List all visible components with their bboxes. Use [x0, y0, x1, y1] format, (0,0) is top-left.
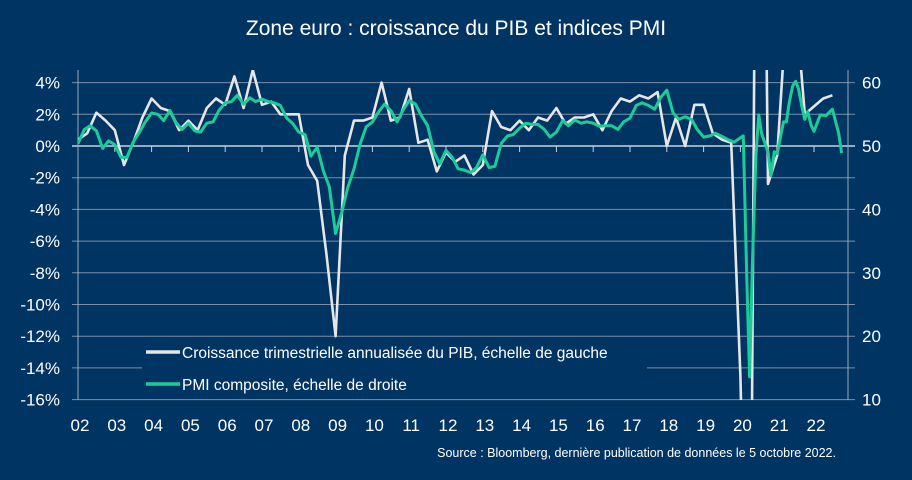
x-tick-label: 13 — [475, 416, 494, 435]
y-left-tick-label: 2% — [35, 105, 60, 124]
x-tick-label: 09 — [328, 416, 347, 435]
y-left-tick-label: 0% — [35, 137, 60, 156]
y-right-tick-label: 20 — [862, 327, 881, 346]
x-tick-label: 22 — [807, 416, 826, 435]
legend-label-pmi: PMI composite, échelle de droite — [182, 377, 407, 394]
gdp-growth-line — [78, 70, 833, 400]
legend: Croissance trimestrielle annualisée du P… — [142, 338, 647, 394]
source-note: Source : Bloomberg, dernière publication… — [437, 446, 836, 460]
x-tick-label: 07 — [255, 416, 274, 435]
y-right-tick-label: 30 — [862, 264, 881, 283]
x-tick-label: 08 — [291, 416, 310, 435]
y-left-tick-label: -16% — [20, 391, 60, 410]
x-tick-label: 05 — [181, 416, 200, 435]
y-left-tick-label: -8% — [30, 264, 60, 283]
x-tick-label: 06 — [218, 416, 237, 435]
y-left-tick-label: -6% — [30, 232, 60, 251]
x-axis: 02 03 04 05 06 07 08 09 10 11 12 13 14 15 16 17 18 19 20 21… — [71, 146, 826, 435]
x-tick-label: 15 — [549, 416, 568, 435]
legend-label-gdp: Croissance trimestrielle annualisée du P… — [182, 345, 608, 362]
x-tick-label: 10 — [365, 416, 384, 435]
x-tick-label: 17 — [623, 416, 642, 435]
x-tick-label: 12 — [439, 416, 458, 435]
x-tick-label: 11 — [402, 416, 420, 435]
y-left-tick-label: -10% — [20, 296, 60, 315]
right-axis: 60 50 40 30 20 10 — [847, 70, 881, 410]
x-tick-label: 16 — [586, 416, 605, 435]
y-left-tick-label: -14% — [20, 359, 60, 378]
y-left-tick-label: -2% — [30, 169, 60, 188]
y-right-tick-label: 10 — [862, 391, 881, 410]
x-tick-label: 19 — [696, 416, 715, 435]
y-left-tick-label: 4% — [35, 74, 60, 93]
x-tick-label: 21 — [770, 416, 789, 435]
y-right-tick-label: 40 — [862, 200, 881, 219]
y-left-tick-label: -12% — [20, 327, 60, 346]
x-tick-label: 03 — [107, 416, 126, 435]
legend-bg — [142, 338, 647, 374]
y-right-tick-label: 50 — [862, 137, 881, 156]
x-tick-label: 18 — [659, 416, 678, 435]
x-tick-label: 14 — [512, 416, 531, 435]
pmi-composite-line — [78, 79, 844, 379]
left-axis: 4% 2% 0% -2% -4% -6% -8% -10% -12% -14% -16% — [20, 70, 79, 410]
y-left-tick-label: -4% — [30, 200, 60, 219]
x-tick-label: 02 — [71, 416, 90, 435]
y-right-tick-label: 60 — [862, 74, 881, 93]
x-tick-label: 20 — [733, 416, 752, 435]
series-group — [78, 70, 844, 400]
x-tick-label: 04 — [144, 416, 163, 435]
chart-title: Zone euro : croissance du PIB et indices… — [245, 17, 667, 40]
